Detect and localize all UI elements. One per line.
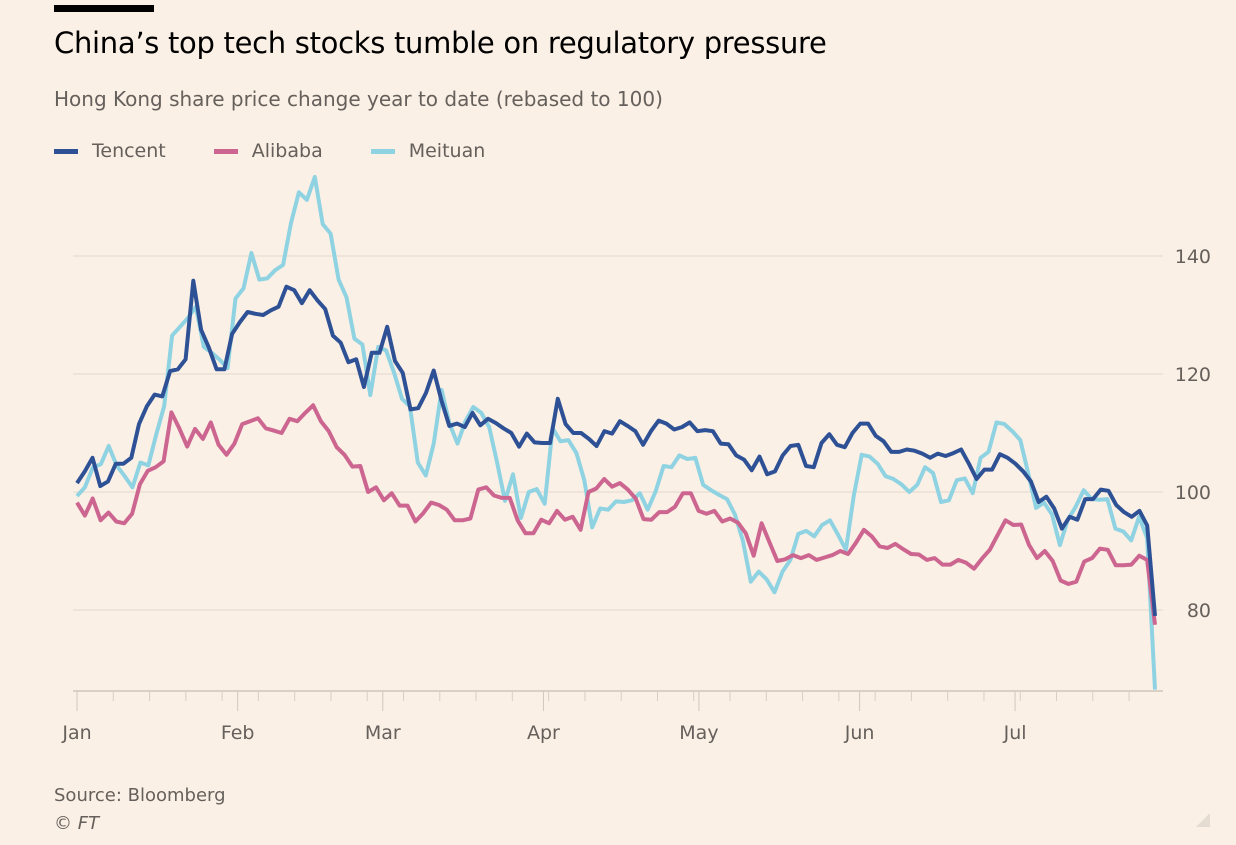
x-tick-label-may: May xyxy=(679,722,718,744)
series-line-tencent xyxy=(75,278,1157,617)
legend-swatch-alibaba xyxy=(213,148,238,154)
series-line-meituan xyxy=(75,174,1157,690)
gridlines xyxy=(73,255,1163,611)
x-tick-label-feb: Feb xyxy=(221,722,255,744)
legend-swatch-meituan xyxy=(370,148,395,154)
y-tick-label-120: 120 xyxy=(1175,364,1211,386)
source-note: Source: Bloomberg xyxy=(54,785,226,806)
y-axis-labels: 80 100 120 140 xyxy=(1175,246,1211,622)
copyright-note: © FT xyxy=(54,813,100,834)
resize-handle-icon xyxy=(1196,813,1210,827)
legend-label-alibaba: Alibaba xyxy=(251,140,323,162)
series-line-alibaba xyxy=(75,403,1157,626)
legend-item-meituan: Meituan xyxy=(370,140,486,162)
x-tick-label-mar: Mar xyxy=(365,722,401,744)
y-tick-label-100: 100 xyxy=(1175,482,1211,504)
x-tick-label-jul: Jul xyxy=(1003,722,1027,744)
chart-title: China’s top tech stocks tumble on regula… xyxy=(54,26,827,60)
legend: Tencent Alibaba Meituan xyxy=(54,140,533,162)
y-tick-label-140: 140 xyxy=(1175,246,1211,268)
y-tick-label-80: 80 xyxy=(1187,600,1211,622)
legend-label-tencent: Tencent xyxy=(92,140,166,162)
legend-label-meituan: Meituan xyxy=(408,140,486,162)
legend-item-tencent: Tencent xyxy=(54,140,166,162)
brand-bar xyxy=(54,5,154,12)
x-tick-label-apr: Apr xyxy=(527,722,560,744)
x-axis: Jan Feb Mar Apr May Jun Jul xyxy=(61,690,1163,744)
legend-item-alibaba: Alibaba xyxy=(213,140,323,162)
legend-swatch-tencent xyxy=(54,148,78,154)
x-tick-label-jun: Jun xyxy=(844,722,875,744)
series-lines xyxy=(75,174,1157,690)
chart-subtitle: Hong Kong share price change year to dat… xyxy=(54,87,663,111)
x-tick-label-jan: Jan xyxy=(61,722,91,744)
